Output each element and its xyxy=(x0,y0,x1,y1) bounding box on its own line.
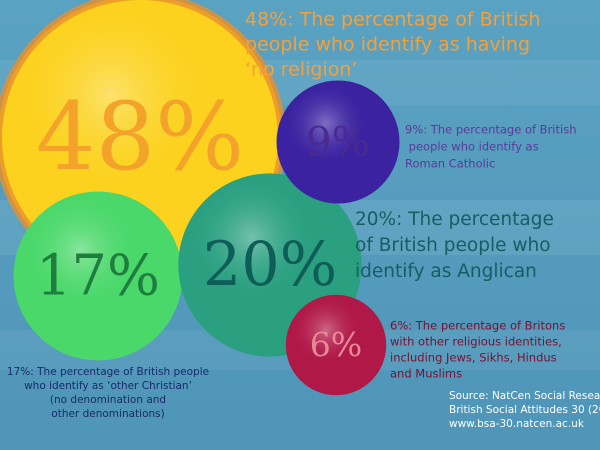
bubble-label: 9% xyxy=(306,118,370,166)
bubble-label: 20% xyxy=(203,230,337,300)
description: 9%: The percentage of British xyxy=(405,123,576,137)
description: and Muslims xyxy=(390,367,462,381)
description: people who identify as xyxy=(405,140,539,154)
description: people who identify as having xyxy=(245,34,530,56)
bubble-shine xyxy=(276,80,400,204)
source: Source: NatCen Social Researc xyxy=(449,390,600,402)
description: other denominations) xyxy=(51,408,164,420)
bubble-label: 6% xyxy=(310,325,363,364)
description: identify as Anglican xyxy=(355,261,537,282)
description: 6%: The percentage of Britons xyxy=(390,319,565,333)
description: including Jews, Sikhs, Hindus xyxy=(390,351,557,365)
bubble-label: 48% xyxy=(36,83,244,192)
bubble-shine xyxy=(13,191,183,361)
description: who identify as ‘other Christian’ xyxy=(24,380,192,392)
bubble-label: 17% xyxy=(36,244,160,309)
description: with other religious identities, xyxy=(390,335,562,349)
description: ‘no religion’ xyxy=(245,59,357,81)
source: British Social Attitudes 30 (20 xyxy=(449,404,600,416)
description: 17%: The percentage of British people xyxy=(7,366,209,378)
description: 20%: The percentage xyxy=(355,209,554,230)
description: 48%: The percentage of British xyxy=(245,9,540,31)
description: of British people who xyxy=(355,235,551,256)
description: (no denomination and xyxy=(50,394,166,406)
description: Roman Catholic xyxy=(405,157,495,171)
bubble-shine xyxy=(285,294,387,396)
source: www.bsa-30.natcen.ac.uk xyxy=(449,418,585,430)
